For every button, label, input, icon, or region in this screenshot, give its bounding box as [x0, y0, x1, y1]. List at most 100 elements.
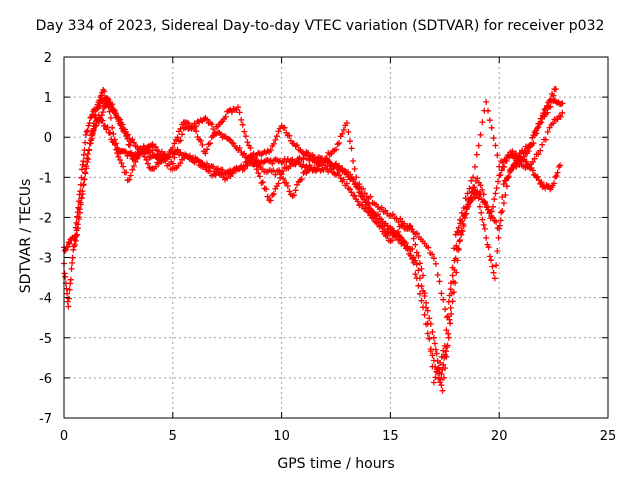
data-point [449, 264, 456, 271]
data-point [470, 174, 477, 181]
y-tick-label: -6 [39, 372, 52, 387]
data-point [259, 179, 266, 186]
data-point [424, 320, 431, 327]
data-point [384, 222, 391, 229]
y-tick-label: 2 [44, 51, 52, 66]
data-point [499, 208, 506, 214]
data-point [481, 198, 488, 205]
data-point [415, 252, 422, 259]
data-point [185, 120, 192, 127]
data-point [69, 259, 76, 266]
data-point [547, 103, 554, 110]
data-point [494, 152, 501, 159]
data-point [426, 315, 433, 322]
data-point [530, 140, 537, 147]
data-point [557, 162, 564, 169]
data-point [493, 262, 500, 269]
data-point [553, 173, 560, 179]
series-track-d [87, 98, 566, 321]
data-point [486, 253, 493, 260]
data-point [292, 160, 299, 166]
data-point [348, 189, 355, 196]
data-point [474, 175, 481, 182]
data-point [552, 86, 559, 92]
data-point [437, 379, 444, 386]
data-point [444, 314, 450, 321]
data-point [442, 365, 449, 372]
data-point [418, 265, 425, 272]
data-point [486, 208, 493, 215]
data-point [110, 106, 117, 113]
x-tick-label: 15 [382, 429, 399, 444]
data-point [286, 188, 293, 195]
data-point [457, 216, 463, 223]
data-point [488, 257, 495, 264]
data-point [480, 221, 487, 228]
data-point [447, 320, 454, 327]
data-point [267, 197, 274, 204]
data-point [123, 169, 130, 176]
data-point [525, 148, 532, 154]
data-point [207, 168, 214, 175]
data-point [437, 359, 444, 366]
data-point [378, 222, 385, 229]
data-point [129, 166, 136, 173]
data-point [427, 348, 434, 355]
data-point [158, 148, 165, 155]
data-point [204, 146, 210, 153]
data-point [89, 131, 96, 137]
data-point [440, 361, 447, 368]
data-point [426, 335, 433, 342]
data-point [418, 297, 425, 304]
data-point [557, 113, 564, 120]
data-point [462, 195, 469, 202]
data-point [432, 374, 439, 381]
data-point [472, 163, 478, 170]
data-point [483, 98, 490, 105]
data-point [499, 194, 506, 200]
data-point [479, 216, 486, 223]
data-point [425, 244, 432, 251]
data-point [442, 306, 449, 313]
data-point [110, 131, 117, 137]
data-point [438, 371, 445, 377]
data-point [466, 198, 473, 205]
data-point [291, 192, 297, 199]
data-point [486, 117, 493, 124]
data-point [109, 124, 116, 131]
data-point [171, 154, 178, 161]
x-tick-label: 5 [169, 429, 177, 444]
data-point [251, 158, 258, 165]
data-point [542, 136, 549, 143]
data-point [356, 181, 363, 188]
data-point [490, 269, 497, 276]
data-point [199, 142, 206, 148]
data-point [475, 195, 482, 202]
data-point [236, 145, 243, 151]
data-point [90, 127, 97, 133]
data-point [438, 290, 445, 297]
data-point [521, 153, 528, 160]
data-point [421, 290, 428, 297]
plot-frame [63, 56, 609, 419]
data-point [322, 159, 329, 166]
data-point [351, 192, 358, 199]
data-point [407, 252, 414, 259]
data-point [281, 124, 288, 131]
data-point [494, 248, 501, 254]
data-point [177, 160, 184, 167]
data-point [466, 185, 473, 192]
data-point [241, 150, 248, 157]
data-point [438, 353, 445, 360]
data-point [85, 147, 92, 154]
data-point [430, 379, 437, 386]
data-point [429, 352, 436, 359]
data-point [559, 100, 566, 107]
data-point [84, 127, 91, 134]
data-point [267, 147, 274, 154]
data-point [238, 116, 245, 123]
data-point [412, 241, 419, 248]
data-point [74, 221, 81, 228]
data-point [82, 169, 89, 176]
